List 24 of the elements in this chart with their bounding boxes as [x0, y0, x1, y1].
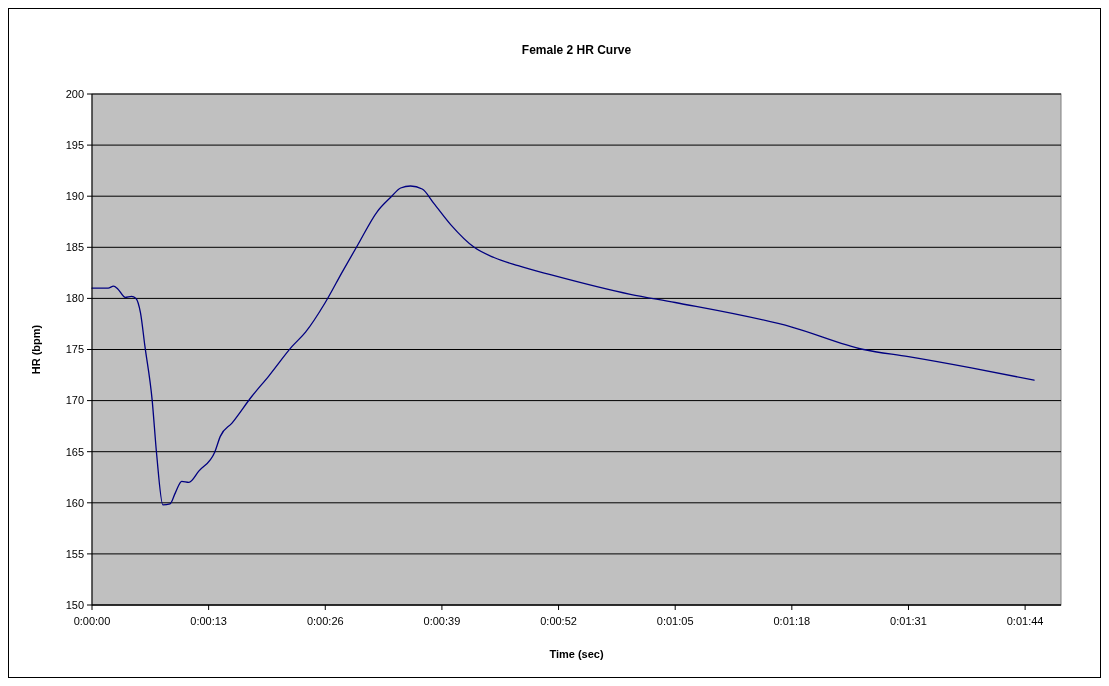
y-tick-label: 200 — [65, 87, 84, 100]
y-tick-label: 195 — [65, 138, 84, 151]
x-axis-title: Time (sec) — [549, 648, 604, 660]
x-tick-label: 0:00:26 — [306, 615, 344, 627]
line-series — [91, 185, 1035, 506]
x-tick-label: 0:01:31 — [890, 615, 927, 627]
y-tick-label: 175 — [65, 343, 84, 356]
x-tick-label: 0:00:52 — [540, 615, 577, 627]
y-tick-label: 190 — [65, 190, 84, 203]
x-tick-label: 0:01:05 — [656, 615, 694, 627]
x-tick-label: 0:01:44 — [1006, 615, 1044, 627]
x-tick-label: 0:00:13 — [190, 615, 227, 627]
x-tick-label: 0:01:18 — [773, 615, 811, 627]
y-tick-label: 170 — [65, 394, 84, 407]
y-tick-label: 165 — [65, 445, 84, 458]
y-tick-label: 150 — [65, 598, 84, 611]
y-tick-label: 180 — [65, 292, 84, 305]
x-tick-label: 0:00:00 — [73, 615, 111, 627]
x-tick-label: 0:00:39 — [423, 615, 461, 627]
y-axis-title: HR (bpm) — [30, 324, 42, 375]
y-tick-label: 185 — [65, 241, 84, 254]
y-tick-label: 155 — [65, 547, 84, 560]
chart-title: Female 2 HR Curve — [521, 43, 632, 57]
y-tick-label: 160 — [65, 496, 84, 509]
